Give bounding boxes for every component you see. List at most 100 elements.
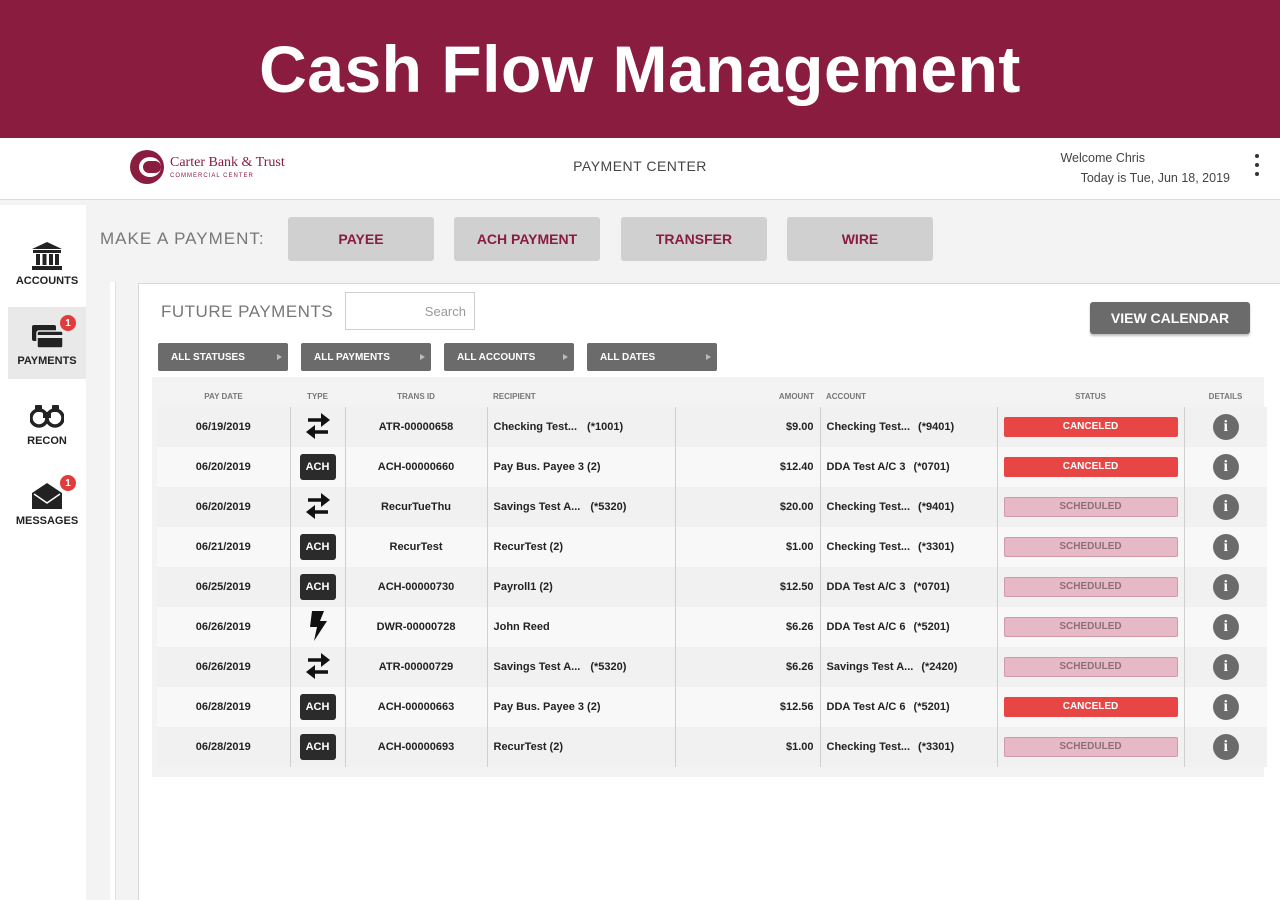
payments-badge: 1	[60, 315, 76, 331]
account-name: DDA Test A/C 3	[826, 461, 906, 473]
header-type[interactable]: TYPE	[307, 391, 328, 401]
cell-type	[290, 487, 346, 527]
info-icon[interactable]: i	[1212, 534, 1239, 560]
info-icon[interactable]: i	[1212, 694, 1239, 720]
table-row[interactable]: 06/20/2019 RecurTueThu Savings Test A... (*…	[157, 487, 1267, 527]
cell-pay-date: 06/20/2019	[157, 447, 291, 487]
cell-details: i	[1184, 527, 1267, 567]
transfer-button[interactable]: TRANSFER	[621, 217, 767, 261]
cell-trans-id: ACH-00000693	[345, 727, 488, 767]
wire-button[interactable]: WIRE	[787, 217, 933, 261]
cell-recipient: Pay Bus. Payee 3 (2)	[487, 687, 676, 727]
cell-type	[290, 607, 346, 647]
header-status[interactable]: STATUS	[1075, 391, 1106, 401]
cell-recipient: Savings Test A... (*5320)	[487, 647, 676, 687]
sidebar-item-payments[interactable]: 1 PAYMENTS	[8, 307, 86, 379]
cell-type	[290, 647, 346, 687]
account-name: DDA Test A/C 6	[826, 701, 906, 713]
search-input[interactable]	[345, 292, 475, 330]
table-row[interactable]: 06/19/2019 ATR-00000658 Checking Test... (*…	[157, 407, 1267, 447]
banner-title: Cash Flow Management	[259, 32, 1021, 106]
info-icon[interactable]: i	[1212, 654, 1239, 680]
ach-icon: ACH	[299, 694, 336, 720]
cell-details: i	[1184, 447, 1267, 487]
cell-details: i	[1184, 647, 1267, 687]
header-recipient[interactable]: RECIPIENT	[493, 391, 536, 401]
cell-details: i	[1184, 567, 1267, 607]
logo[interactable]: Carter Bank & Trust COMMERCIAL CENTER	[130, 150, 285, 184]
status-badge: SCHEDULED	[1003, 657, 1178, 677]
header-trans-id[interactable]: TRANS ID	[397, 391, 435, 401]
table-row[interactable]: 06/28/2019 ACH ACH-00000693 RecurTest (2) $1…	[157, 727, 1267, 767]
page-title: PAYMENT CENTER	[573, 158, 707, 174]
recipient-name: Pay Bus. Payee 3 (2)	[493, 701, 601, 713]
sidebar: ACCOUNTS 1 PAYMENTS RECON	[0, 205, 86, 900]
filter-statuses[interactable]: ALL STATUSES	[158, 343, 288, 371]
cell-account: DDA Test A/C 3 (*0701)	[820, 567, 998, 607]
cell-details: i	[1184, 687, 1267, 727]
ach-icon: ACH	[299, 574, 336, 600]
cell-account: Checking Test... (*3301)	[820, 527, 998, 567]
filter-payments[interactable]: ALL PAYMENTS	[301, 343, 431, 371]
table-row[interactable]: 06/21/2019 ACH RecurTest RecurTest (2) $1.00…	[157, 527, 1267, 567]
table-row[interactable]: 06/26/2019 ATR-00000729 Savings Test A... (…	[157, 647, 1267, 687]
table-row[interactable]: 06/25/2019 ACH ACH-00000730 Payroll1 (2) $12…	[157, 567, 1267, 607]
table-row[interactable]: 06/28/2019 ACH ACH-00000663 Pay Bus. Payee …	[157, 687, 1267, 727]
account-name: Checking Test...	[826, 421, 911, 433]
sidebar-label-accounts: ACCOUNTS	[15, 275, 79, 287]
cell-pay-date: 06/25/2019	[157, 567, 291, 607]
header-amount[interactable]: AMOUNT	[778, 391, 814, 401]
cell-amount: $6.26	[675, 647, 821, 687]
info-icon[interactable]: i	[1212, 574, 1239, 600]
logo-mark-icon	[130, 150, 164, 184]
info-icon[interactable]: i	[1212, 454, 1239, 480]
cell-status: SCHEDULED	[997, 727, 1185, 767]
cell-amount: $12.40	[675, 447, 821, 487]
cell-account: Checking Test... (*3301)	[820, 727, 998, 767]
make-payment-bar: MAKE A PAYMENT: PAYEE ACH PAYMENT TRANSF…	[86, 205, 1280, 275]
cell-pay-date: 06/28/2019	[157, 687, 291, 727]
cell-amount: $1.00	[675, 727, 821, 767]
cell-account: Checking Test... (*9401)	[820, 487, 998, 527]
info-icon[interactable]: i	[1212, 734, 1239, 760]
future-payments-title: FUTURE PAYMENTS	[161, 302, 334, 321]
account-number: (*0701)	[913, 461, 950, 473]
filter-dates[interactable]: ALL DATES	[587, 343, 717, 371]
recipient-name: Pay Bus. Payee 3 (2)	[493, 461, 601, 473]
sidebar-item-messages[interactable]: 1 MESSAGES	[8, 467, 86, 539]
header-pay-date[interactable]: PAY DATE	[204, 391, 243, 401]
more-menu-icon[interactable]	[1254, 154, 1260, 176]
cell-recipient: RecurTest (2)	[487, 527, 676, 567]
account-number: (*5201)	[913, 701, 950, 713]
cell-details: i	[1184, 407, 1267, 447]
recipient-name: RecurTest (2)	[493, 741, 563, 753]
future-payments-panel: FUTURE PAYMENTS VIEW CALENDAR ALL STATUS…	[138, 283, 1280, 900]
logo-subtitle: COMMERCIAL CENTER	[170, 172, 254, 179]
cell-details: i	[1184, 607, 1267, 647]
account-number: (*9401)	[918, 501, 955, 513]
cell-pay-date: 06/19/2019	[157, 407, 291, 447]
table-row[interactable]: 06/26/2019 DWR-00000728 John Reed $6.26 DDA …	[157, 607, 1267, 647]
header-account[interactable]: ACCOUNT	[826, 391, 866, 401]
status-badge: CANCELED	[1003, 417, 1178, 437]
cell-type: ACH	[290, 567, 346, 607]
info-icon[interactable]: i	[1212, 614, 1239, 640]
filter-accounts[interactable]: ALL ACCOUNTS	[444, 343, 574, 371]
sidebar-item-accounts[interactable]: ACCOUNTS	[8, 227, 86, 299]
payee-button[interactable]: PAYEE	[288, 217, 434, 261]
view-calendar-button[interactable]: VIEW CALENDAR	[1090, 302, 1250, 334]
table-row[interactable]: 06/20/2019 ACH ACH-00000660 Pay Bus. Payee …	[157, 447, 1267, 487]
ach-payment-button[interactable]: ACH PAYMENT	[454, 217, 600, 261]
cell-trans-id: RecurTest	[345, 527, 488, 567]
account-name: DDA Test A/C 3	[826, 581, 906, 593]
wire-bolt-icon	[308, 610, 328, 645]
payments-table: PAY DATE TYPE TRANS ID RECIPIENT AMOUNT …	[157, 385, 1267, 767]
info-icon[interactable]: i	[1212, 414, 1239, 440]
transfer-arrows-icon	[305, 650, 331, 685]
info-icon[interactable]: i	[1212, 494, 1239, 520]
cell-trans-id: DWR-00000728	[345, 607, 488, 647]
sidebar-item-recon[interactable]: RECON	[8, 387, 86, 459]
cell-status: CANCELED	[997, 447, 1185, 487]
cell-status: SCHEDULED	[997, 487, 1185, 527]
cell-details: i	[1184, 727, 1267, 767]
